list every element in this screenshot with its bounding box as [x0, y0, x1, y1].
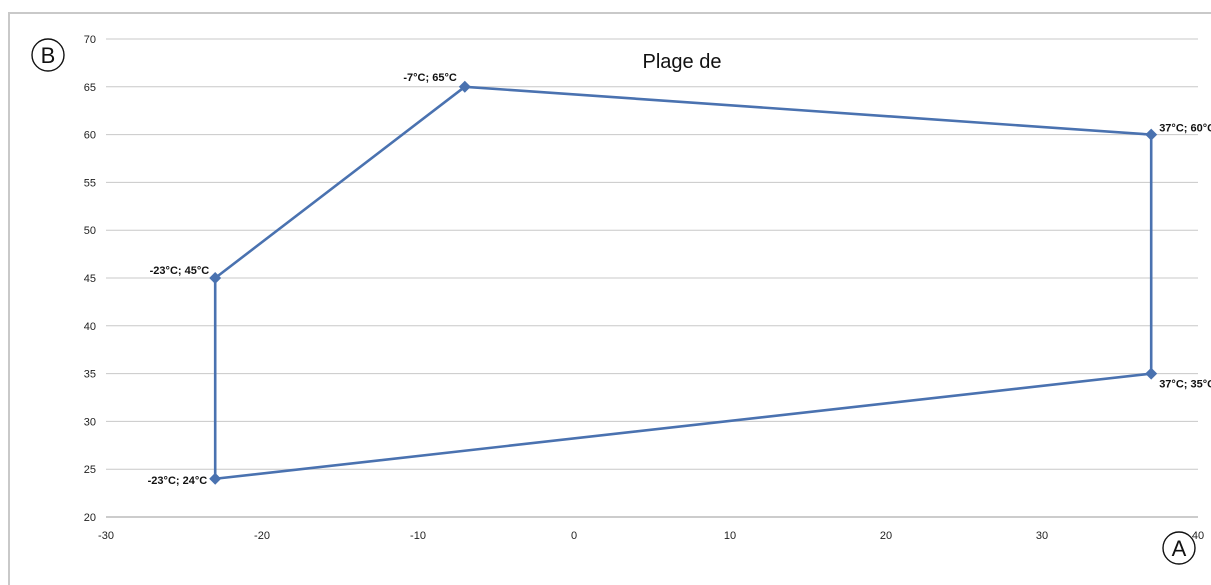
tick-labels: 20 25 30 35 40 45 50 55 60 65 70 -30 -20 -10 0 10 20 30 40: [84, 34, 1204, 542]
data-label: -23°C; 24°C: [148, 475, 208, 487]
x-axis-badge: A: [1162, 531, 1196, 565]
x-tick-label: 10: [724, 530, 736, 542]
y-tick-label: 65: [84, 82, 96, 94]
data-label: 37°C; 60°C: [1159, 123, 1211, 135]
y-tick-label: 25: [84, 464, 96, 476]
data-point-marker: [209, 472, 222, 485]
data-point-marker: [1145, 367, 1158, 380]
chart-title: Plage de: [643, 51, 722, 73]
y-tick-label: 55: [84, 177, 96, 189]
data-point-marker: [458, 80, 471, 93]
chart-frame: [8, 12, 1211, 585]
data-label: 37°C; 35°C: [1159, 379, 1211, 391]
x-tick-label: 40: [1192, 530, 1204, 542]
series-line: [213, 85, 1153, 481]
x-tick-label: 20: [880, 530, 892, 542]
x-tick-label: -10: [410, 530, 426, 542]
x-tick-label: 0: [571, 530, 577, 542]
grid-lines: [106, 38, 1198, 518]
y-tick-label: 40: [84, 321, 96, 333]
y-tick-label: 20: [84, 512, 96, 524]
y-tick-label: 70: [84, 34, 96, 46]
y-tick-label: 60: [84, 130, 96, 142]
y-axis-label: B: [41, 43, 56, 68]
data-point-marker: [209, 272, 222, 284]
data-label: -23°C; 45°C: [150, 265, 210, 277]
x-axis-label: A: [1172, 536, 1187, 561]
x-tick-label: -20: [254, 530, 270, 542]
x-tick-label: 30: [1036, 530, 1048, 542]
y-tick-label: 35: [84, 369, 96, 381]
y-tick-label: 30: [84, 416, 96, 428]
y-tick-label: 45: [84, 273, 96, 285]
y-tick-label: 50: [84, 225, 96, 237]
data-labels: -23°C; 24°C -23°C; 45°C -7°C; 65°C 37°C; 60…: [148, 72, 1211, 487]
data-points: [209, 80, 1158, 485]
y-axis-badge: B: [31, 38, 65, 72]
series: [213, 85, 1153, 481]
x-tick-label: -30: [98, 530, 114, 542]
data-point-marker: [1145, 128, 1158, 141]
data-label: -7°C; 65°C: [403, 72, 456, 84]
